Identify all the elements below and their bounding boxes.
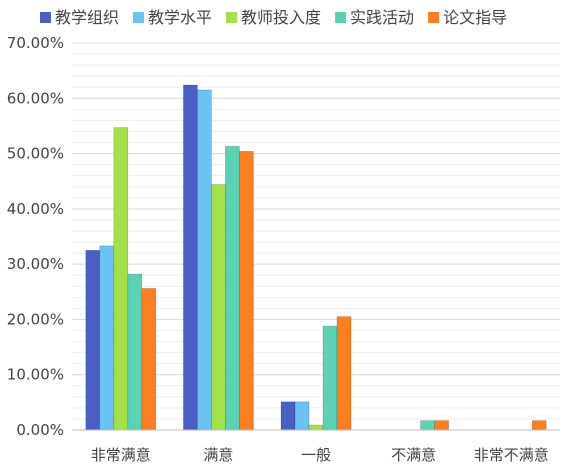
legend-label: 教学组织 [55,8,119,27]
y-tick-label: 20.00% [7,310,64,328]
legend-swatch [226,12,238,23]
x-tick-label: 满意 [203,446,233,464]
bar [113,127,129,431]
bars [85,84,547,431]
legend-label: 教学水平 [148,8,212,27]
bar [225,146,240,431]
bar [280,401,296,431]
bar [197,89,212,431]
x-tick-label: 一般 [301,446,331,464]
x-tick-label: 不满意 [391,446,436,464]
y-tick-label: 10.00% [7,366,64,384]
legend-label: 论文指导 [443,8,507,27]
y-tick-label: 70.00% [7,34,64,52]
bar [211,184,226,431]
y-tick-label: 40.00% [7,200,64,218]
y-tick-label: 50.00% [7,145,64,163]
y-tick-label: 60.00% [7,89,64,107]
legend-label: 实践活动 [350,8,414,27]
legend-swatch [133,12,145,23]
bar [141,288,157,431]
legend-label: 教师投入度 [241,8,321,27]
bar [336,316,352,431]
bar [322,325,338,431]
bar [239,151,254,431]
bar [99,245,115,431]
bar [420,420,435,431]
legend-swatch [335,12,347,23]
bar [531,420,547,431]
y-tick-label: 0.00% [16,421,64,439]
legend-swatch [40,12,51,23]
bar [308,424,324,431]
legend: 教学组织 教学水平 教师投入度 实践活动 论文指导 [40,8,507,27]
bar [434,420,449,431]
y-tick-label: 30.00% [7,255,64,273]
x-axis-tick-labels: 非常满意 满意 一般 不满意 非常不满意 [91,446,549,464]
y-axis-tick-labels: 0.00% 10.00% 20.00% 30.00% 40.00% 50.00% 60.00… [7,34,64,439]
bar [294,401,310,431]
x-tick-label: 非常满意 [91,446,151,464]
bar [183,84,198,431]
x-tick-label: 非常不满意 [474,446,549,464]
bar [127,273,143,431]
legend-swatch [428,12,440,23]
bar [85,250,101,431]
